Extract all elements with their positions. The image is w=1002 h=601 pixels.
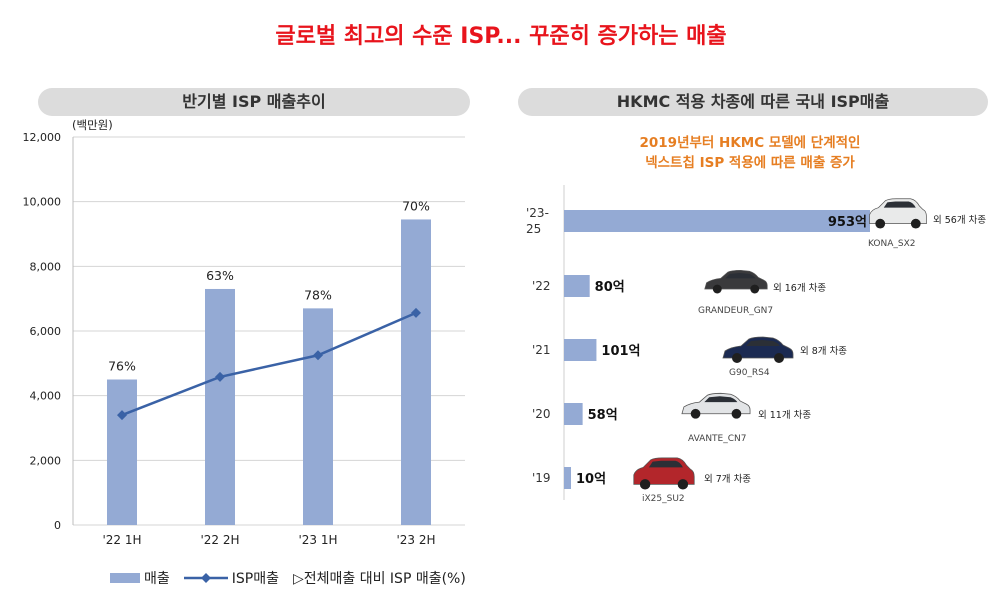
isp-sales-point	[117, 410, 127, 421]
x-tick-label: '23 1H	[298, 533, 337, 547]
hkmc-bar	[564, 210, 870, 232]
isp-sales-trend-chart: (백만원) 0 2,000 4,000 6,000 8,000 10,000 12,000 76…	[23, 118, 465, 547]
sales-bar	[205, 288, 235, 525]
right-subtitle: 2019년부터 HKMC 모델에 단계적인 넥스트칩 ISP 적용에 따른 매출…	[500, 133, 1000, 173]
bar-value-label: 80억	[595, 280, 625, 295]
sedan-icon	[704, 269, 768, 294]
car-model-name: iX25_SU2	[642, 494, 685, 504]
y-tick-label: 25	[526, 222, 541, 236]
y-tick-label: '21	[532, 343, 551, 357]
car-extra-count: 외 56개 차종	[933, 215, 987, 226]
legend-item-ratio: ▷전체매출 대비 ISP 매출(%)	[293, 568, 466, 588]
sales-bar	[303, 308, 333, 525]
chart-legend: 매출 ISP매출 ▷전체매출 대비 ISP 매출(%)	[110, 568, 480, 588]
y-tick-label: 0	[54, 519, 61, 532]
x-tick-label: '23 2H	[396, 533, 435, 547]
car-sedan-icon	[703, 266, 769, 296]
sales-bar	[107, 379, 137, 525]
legend-line-icon	[183, 573, 228, 583]
right-panel-header: HKMC 적용 차종에 따른 국내 ISP매출	[518, 88, 988, 116]
bar-value-label: 58억	[588, 408, 618, 423]
ratio-label: 70%	[402, 198, 430, 213]
car-model-name: GRANDEUR_GN7	[698, 306, 774, 316]
ratio-label: 76%	[108, 359, 136, 374]
isp-sales-point	[313, 350, 323, 361]
y-tick-label: 4,000	[30, 390, 62, 403]
y-tick-label: '19	[532, 471, 551, 485]
right-subtitle-line-1: 2019년부터 HKMC 모델에 단계적인	[639, 135, 861, 151]
hkmc-bar	[564, 467, 571, 489]
legend-label-ratio: ▷전체매출 대비 ISP 매출(%)	[292, 571, 466, 587]
hkmc-bar	[564, 275, 590, 297]
isp-sales-point	[411, 307, 421, 318]
sedan-icon	[681, 392, 751, 419]
legend-item-isp: ISP매출	[183, 568, 279, 588]
page-title: 글로벌 최고의 수준 ISP... 꾸준히 증가하는 매출	[275, 24, 727, 49]
suv-icon	[869, 198, 927, 229]
y-tick-label: 12,000	[23, 131, 62, 144]
car-extra-count: 외 8개 차종	[800, 346, 848, 357]
y-tick-label: 6,000	[30, 325, 62, 338]
car-sedan-icon	[718, 334, 798, 364]
car-extra-count: 외 7개 차종	[704, 474, 752, 485]
car-extra-count: 외 11개 차종	[758, 410, 812, 421]
x-tick-label: '22 2H	[200, 533, 239, 547]
legend-item-sales: 매출	[110, 568, 170, 588]
y-tick-label: 10,000	[23, 196, 62, 209]
x-tick-label: '22 1H	[102, 533, 141, 547]
y-tick-label: 2,000	[30, 454, 62, 467]
sedan-icon	[722, 336, 794, 363]
hkmc-domestic-isp-chart: '23- 25 953억 '22 80억 '21 101억 '20 58억 '19 10억	[526, 185, 870, 500]
car-sedan-icon	[680, 390, 752, 420]
legend-bar-swatch	[110, 573, 140, 583]
isp-sales-point	[215, 371, 225, 382]
car-suv-icon	[630, 456, 698, 490]
bar-value-label: 953억	[828, 215, 867, 230]
car-extra-count: 외 16개 차종	[773, 283, 827, 294]
bar-value-label: 10억	[576, 472, 606, 487]
ratio-label: 63%	[206, 268, 234, 283]
legend-label-isp: ISP매출	[231, 571, 279, 587]
ratio-label: 78%	[304, 287, 332, 302]
car-suv-icon	[866, 196, 930, 230]
isp-sales-line	[121, 311, 417, 417]
legend-label-sales: 매출	[144, 571, 170, 587]
car-model-name: G90_RS4	[729, 368, 770, 378]
y-axis-unit-label: (백만원)	[72, 118, 113, 132]
y-tick-label: '20	[532, 407, 551, 421]
sales-bar	[401, 219, 431, 525]
y-tick-label: 8,000	[30, 260, 62, 273]
hkmc-bar	[564, 403, 583, 425]
y-tick-label: '23-	[526, 206, 549, 220]
right-subtitle-line-2: 넥스트칩 ISP 적용에 따른 매출 증가	[645, 155, 855, 171]
suv-icon	[633, 457, 695, 490]
y-tick-label: '22	[532, 279, 551, 293]
car-model-name: AVANTE_CN7	[688, 434, 747, 444]
hkmc-bar	[564, 339, 597, 361]
bar-value-label: 101억	[601, 344, 640, 359]
car-model-name: KONA_SX2	[868, 239, 916, 249]
left-panel-header: 반기별 ISP 매출추이	[38, 88, 470, 116]
